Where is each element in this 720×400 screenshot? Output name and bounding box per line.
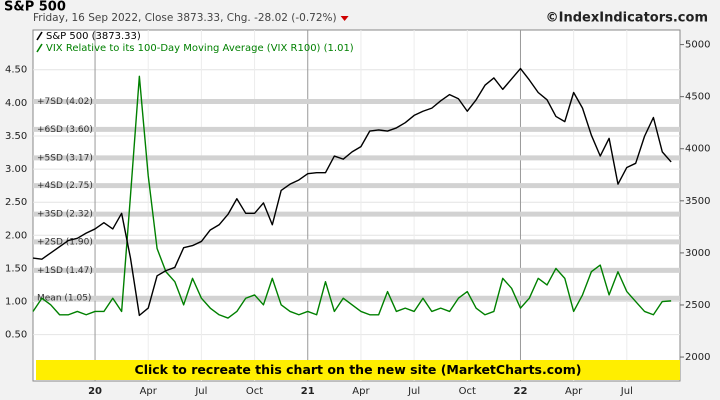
y-tick-label: 0.50	[5, 330, 27, 341]
reference-label: +3SD (2.32)	[37, 210, 93, 220]
series-lines	[32, 67, 672, 319]
y-tick-label: 1.50	[5, 263, 27, 274]
y-tick-label: 1.00	[5, 297, 27, 308]
subtitle: Friday, 16 Sep 2022, Close 3873.33, Chg.…	[33, 12, 337, 24]
x-tick-label: Jul	[194, 386, 207, 397]
y-tick-label: 4.50	[5, 65, 27, 76]
y-tick-label: 2.00	[5, 230, 27, 241]
banner[interactable]: Click to recreate this chart on the new …	[36, 360, 680, 380]
reference-label: +5SD (3.17)	[37, 153, 93, 163]
reference-label: +6SD (3.60)	[37, 125, 93, 135]
y2-tick-label: 3500	[685, 196, 710, 207]
x-tick-label: 22	[514, 386, 528, 397]
x-tick-label: Jul	[407, 386, 420, 397]
change-down-icon	[340, 16, 349, 21]
y-tick-label: 2.50	[5, 197, 27, 208]
y-tick-label: 3.50	[5, 131, 27, 142]
legend-label: VIX Relative to its 100-Day Moving Avera…	[46, 43, 354, 54]
series-line	[32, 75, 672, 319]
series-line	[32, 67, 672, 317]
reference-label: Mean (1.05)	[37, 294, 91, 304]
x-tick-label: Apr	[352, 386, 370, 397]
y2-tick-label: 2500	[685, 300, 710, 311]
legend-label: S&P 500 (3873.33)	[46, 31, 141, 42]
x-tick-label: Jul	[620, 386, 633, 397]
reference-label: +7SD (4.02)	[37, 97, 93, 107]
y2-tick-label: 2000	[685, 352, 710, 363]
source: ©IndexIndicators.com	[546, 11, 708, 26]
y2-tick-label: 4500	[685, 92, 710, 103]
grid: +7SD (4.02) +6SD (3.60) +5SD (3.17) +4SD (2…	[33, 30, 684, 381]
y-tick-label: 3.00	[5, 164, 27, 175]
banner-link[interactable]: Click to recreate this chart on the new …	[135, 362, 582, 377]
banner-background[interactable]	[36, 360, 680, 380]
y2-tick-label: 5000	[685, 40, 710, 51]
x-tick-label: Oct	[459, 386, 476, 397]
legend-marker	[36, 31, 43, 41]
reference-label: +4SD (2.75)	[37, 181, 93, 191]
y2-tick-label: 3000	[685, 248, 710, 259]
legend-marker	[36, 43, 43, 53]
x-tick-label: Apr	[565, 386, 583, 397]
y-tick-label: 4.00	[5, 98, 27, 109]
y2-tick-label: 4000	[685, 144, 710, 155]
x-tick-label: Oct	[246, 386, 263, 397]
x-tick-label: 20	[88, 386, 102, 397]
chart-title: S&P 500	[4, 0, 66, 15]
reference-label: +1SD (1.47)	[37, 266, 93, 276]
x-tick-label: Apr	[140, 386, 158, 397]
x-tick-label: 21	[301, 386, 315, 397]
